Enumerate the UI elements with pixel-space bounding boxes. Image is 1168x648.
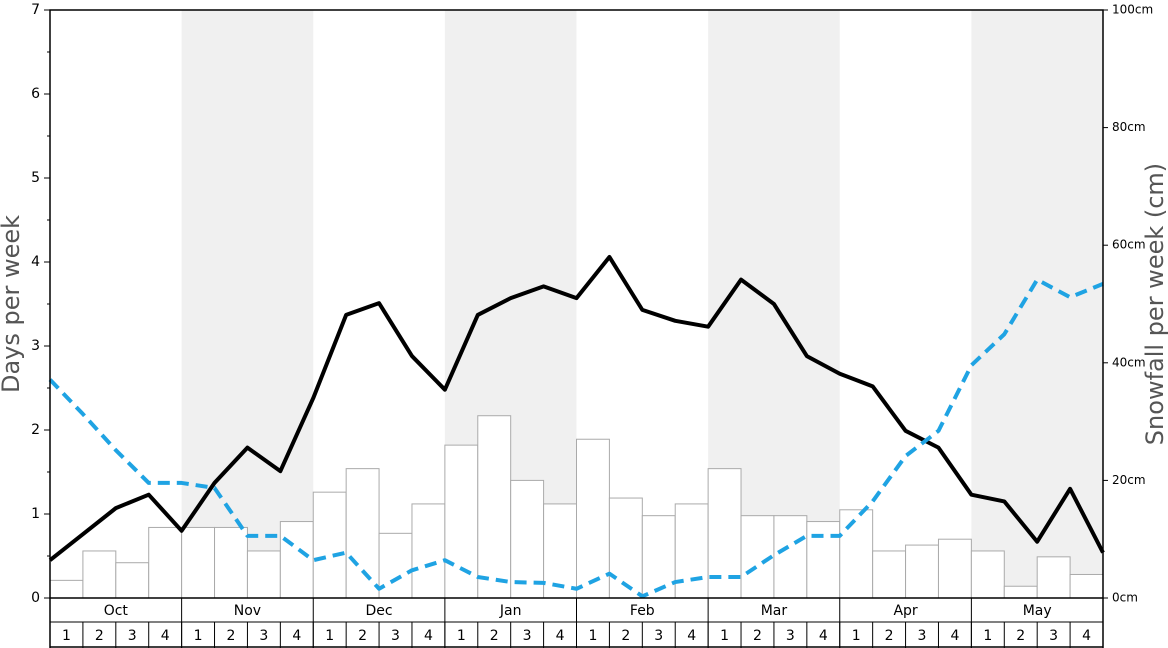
week-label: 4	[556, 628, 565, 644]
week-label: 3	[654, 628, 663, 644]
y-tick-label: 2	[31, 422, 40, 438]
snowfall-bar	[970, 550, 1005, 599]
snowfall-bar	[1003, 585, 1038, 599]
week-label: 3	[259, 628, 268, 644]
week-label: 2	[490, 628, 499, 644]
week-label: 4	[1082, 628, 1091, 644]
week-label: 2	[227, 628, 236, 644]
week-label: 2	[95, 628, 104, 644]
week-label: 3	[1049, 628, 1058, 644]
snowfall-bar	[82, 550, 117, 599]
snowfall-bar	[477, 415, 512, 599]
week-label: 4	[292, 628, 301, 644]
month-band	[181, 10, 314, 598]
snowfall-bar	[49, 579, 84, 599]
month-label: Apr	[893, 603, 917, 619]
y2-tick-label: 40cm	[1112, 355, 1146, 369]
week-label: 4	[424, 628, 433, 644]
snowfall-bar	[115, 562, 150, 599]
month-label: Dec	[366, 603, 393, 619]
snowfall-bar	[1036, 556, 1071, 599]
week-label: 2	[621, 628, 630, 644]
snowfall-bar	[937, 538, 972, 599]
week-label: 1	[62, 628, 71, 644]
y-tick-label: 1	[31, 506, 40, 522]
y-tick-label: 4	[31, 254, 40, 270]
snowfall-bar	[148, 526, 183, 599]
week-label: 2	[753, 628, 762, 644]
y-axis-title: Days per week	[0, 215, 25, 393]
week-label: 1	[588, 628, 597, 644]
week-label: 3	[128, 628, 137, 644]
week-label: 4	[950, 628, 959, 644]
snowfall-bar	[214, 526, 248, 599]
days-line	[48, 254, 1105, 562]
snowfall-bar	[279, 521, 314, 599]
month-band	[971, 10, 1103, 598]
week-label: 1	[852, 628, 861, 644]
y-tick-label: 7	[31, 2, 40, 18]
snowfall-bar	[411, 503, 446, 599]
y2-tick-label: 20cm	[1112, 473, 1146, 487]
snowfall-bar	[181, 526, 216, 599]
snowfall-bar	[674, 503, 709, 599]
snowfall-bar	[444, 444, 479, 599]
week-label: 2	[358, 628, 367, 644]
snowfall-bar	[806, 521, 841, 599]
week-label: 3	[391, 628, 400, 644]
snowfall-bar	[378, 532, 413, 599]
month-label: Nov	[234, 603, 261, 619]
snowfall-bar	[641, 515, 676, 599]
y2-tick-label: 100cm	[1112, 3, 1153, 17]
week-label: 1	[720, 628, 729, 644]
week-label: 1	[325, 628, 334, 644]
snowfall-bar	[246, 550, 281, 599]
snowfall-bar	[576, 438, 610, 599]
snowfall-bar	[312, 491, 347, 599]
y2-tick-label: 0cm	[1112, 591, 1138, 605]
y-tick-label: 3	[31, 338, 40, 354]
week-label: 4	[161, 628, 170, 644]
snowfall-bar	[839, 509, 874, 599]
y-tick-label: 5	[31, 170, 40, 186]
month-label: May	[1023, 603, 1052, 619]
week-label: 4	[819, 628, 828, 644]
y-tick-label: 0	[31, 590, 40, 606]
week-label: 3	[918, 628, 927, 644]
week-label: 3	[523, 628, 532, 644]
y2-tick-label: 60cm	[1112, 238, 1146, 252]
y2-axis-title: Snowfall per week (cm)	[1141, 163, 1168, 445]
week-label: 4	[687, 628, 696, 644]
week-label: 2	[885, 628, 894, 644]
week-label: 2	[1016, 628, 1025, 644]
week-label: 1	[194, 628, 203, 644]
y2-tick-label: 80cm	[1112, 120, 1146, 134]
days-line	[48, 277, 1104, 599]
snowfall-bar	[1069, 573, 1104, 599]
week-label: 1	[457, 628, 466, 644]
snowfall-bar	[905, 544, 939, 599]
y-tick-label: 6	[31, 86, 40, 102]
week-label: 1	[983, 628, 992, 644]
month-label: Jan	[499, 603, 522, 619]
month-label: Mar	[761, 603, 788, 619]
snowfall-bar	[345, 468, 380, 599]
snowfall-bar	[872, 550, 907, 599]
week-label: 3	[786, 628, 795, 644]
snowfall-bar	[773, 515, 808, 599]
month-label: Feb	[630, 603, 655, 619]
month-label: Oct	[104, 603, 129, 619]
